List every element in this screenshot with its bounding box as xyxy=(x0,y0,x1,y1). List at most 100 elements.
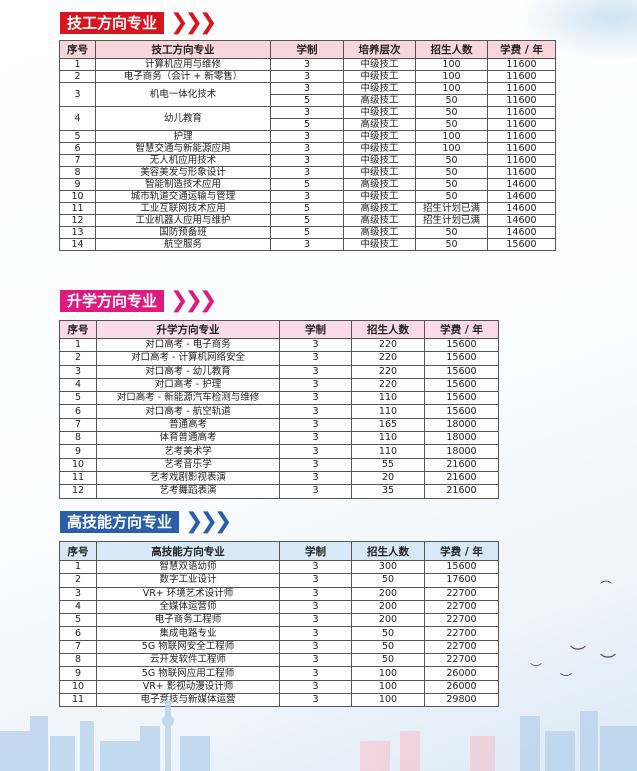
duration: 3 xyxy=(279,470,352,486)
enrollment-count: 50 xyxy=(415,154,488,167)
enrollment-count: 100 xyxy=(351,692,425,708)
enrollment-count: 100 xyxy=(351,666,425,681)
row-number: 9 xyxy=(59,178,96,191)
table-row: 2 数字工业设计 3 50 17600 xyxy=(59,573,499,588)
duration: 3 xyxy=(279,444,352,459)
row-number: 5 xyxy=(59,613,97,628)
annual-tuition: 15600 xyxy=(424,559,499,575)
enrollment-count: 100 xyxy=(415,82,488,95)
enrollment-count: 50 xyxy=(415,94,488,107)
chevrons-icon: ❯❯❯ xyxy=(170,10,217,35)
bird-icon: ︶ xyxy=(600,652,617,671)
duration: 3 xyxy=(270,106,344,119)
duration: 5 xyxy=(270,202,344,215)
training-level: 高级技工 xyxy=(343,178,416,191)
table-row: 9 智能制造技术应用 5 高级技工 50 14600 xyxy=(59,178,556,191)
table-row: 4 幼儿教育 3 中级技工 50 11600 xyxy=(59,106,556,131)
enrollment-count: 220 xyxy=(351,351,425,366)
header-row: 序号 升学方向专业 学制 招生人数 学费 / 年 xyxy=(59,320,499,339)
row-number: 6 xyxy=(59,404,97,419)
duration: 3 xyxy=(270,130,344,143)
duration: 3 xyxy=(279,653,352,668)
column-header: 序号 xyxy=(59,40,96,59)
enrollment-count: 50 xyxy=(415,226,488,239)
table-row: 2 电子商务（会计 + 新零售） 3 中级技工 100 11600 xyxy=(59,70,556,83)
row-number: 1 xyxy=(59,559,97,575)
table-row: 5 电子商务工程师 3 200 22700 xyxy=(59,613,499,628)
enrollment-count: 50 xyxy=(415,166,488,179)
major-name: 全媒体运营师 xyxy=(96,599,280,615)
training-level: 中级技工 xyxy=(343,130,416,143)
annual-tuition: 11600 xyxy=(487,106,556,119)
column-header: 学费 / 年 xyxy=(487,40,556,59)
major-name: 幼儿教育 xyxy=(95,106,271,131)
table-row: 2 对口高考 - 计算机网络安全 3 220 15600 xyxy=(59,351,499,366)
table-row: 10 艺考音乐学 3 55 21600 xyxy=(59,457,499,472)
major-name: 智能制造技术应用 xyxy=(95,178,271,191)
training-level: 中级技工 xyxy=(343,166,416,179)
duration: 3 xyxy=(279,457,352,472)
header-row: 序号 高技能方向专业 学制 招生人数 学费 / 年 xyxy=(59,541,499,561)
row-number: 2 xyxy=(59,70,96,83)
row-number: 3 xyxy=(59,586,97,601)
annual-tuition: 15600 xyxy=(424,391,499,406)
table-row: 6 对口高考 - 航空轨道 3 110 15600 xyxy=(59,404,499,419)
column-header: 学制 xyxy=(279,541,352,561)
major-name: 对口高考 - 护理 xyxy=(96,377,280,393)
major-name: 对口高考 - 新能源汽车检测与维修 xyxy=(96,391,280,406)
major-name: 数字工业设计 xyxy=(96,573,280,588)
duration: 3 xyxy=(279,431,352,446)
enrollment-count: 300 xyxy=(351,559,425,575)
duration: 3 xyxy=(270,238,344,251)
enrollment-count: 100 xyxy=(415,130,488,143)
enrollment-count: 35 xyxy=(351,484,425,499)
annual-tuition: 18000 xyxy=(424,431,499,446)
duration: 3 xyxy=(279,351,352,366)
major-name: 机电一体化技术 xyxy=(95,82,271,107)
major-name: 集成电路专业 xyxy=(96,626,280,641)
enrollment-count: 55 xyxy=(351,457,425,472)
enrollment-count: 100 xyxy=(415,142,488,155)
bird-icon: ︶ xyxy=(570,644,587,663)
duration: 3 xyxy=(279,377,352,393)
table-row: 5 对口高考 - 新能源汽车检测与维修 3 110 15600 xyxy=(59,391,499,406)
column-header: 序号 xyxy=(59,320,97,339)
section-heading-high-skill: 高技能方向专业 ❯❯❯ xyxy=(60,511,232,533)
row-number: 14 xyxy=(59,238,96,251)
training-level: 中级技工 xyxy=(343,238,416,251)
bird-icon: ︶ xyxy=(530,662,543,676)
chevrons-icon: ❯❯❯ xyxy=(170,288,217,313)
table-row: 4 对口高考 - 护理 3 220 15600 xyxy=(59,377,499,393)
enrollment-count: 110 xyxy=(351,444,425,459)
section-title: 升学方向专业 xyxy=(60,290,165,312)
duration: 3 xyxy=(279,639,352,655)
annual-tuition: 11600 xyxy=(487,166,556,179)
enrollment-count: 110 xyxy=(351,431,425,446)
duration: 3 xyxy=(279,613,352,628)
row-number: 9 xyxy=(59,444,97,459)
section-heading-academic: 升学方向专业 ❯❯❯ xyxy=(60,288,217,313)
row-number: 3 xyxy=(59,364,97,379)
row-number: 7 xyxy=(59,154,96,167)
enrollment-count: 220 xyxy=(351,337,425,353)
bird-icon: ⌒ xyxy=(600,580,613,594)
duration: 3 xyxy=(270,82,344,95)
table-row: 5 高级技工 50 11600 xyxy=(60,118,556,131)
duration: 3 xyxy=(279,599,352,615)
column-header: 招生人数 xyxy=(415,40,488,59)
row-number: 10 xyxy=(59,190,96,203)
row-number: 7 xyxy=(59,639,97,655)
table-row: 3 机电一体化技术 3 中级技工 100 11600 xyxy=(59,82,556,107)
annual-tuition: 11600 xyxy=(487,82,556,95)
major-name: 计算机应用与维修 xyxy=(95,58,271,71)
table-row: 3 VR+ 环境艺术设计师 3 200 22700 xyxy=(59,586,499,601)
row-number: 8 xyxy=(59,653,97,668)
row-number: 2 xyxy=(59,573,97,588)
major-name: 普通高考 xyxy=(96,417,280,433)
table-row: 11 艺考戏剧影视表演 3 20 21600 xyxy=(59,470,499,486)
training-level: 中级技工 xyxy=(343,70,416,83)
training-level: 高级技工 xyxy=(343,202,416,215)
table-row: 7 5G 物联网安全工程师 3 50 22700 xyxy=(59,639,499,655)
enrollment-count: 50 xyxy=(415,106,488,119)
duration: 3 xyxy=(279,337,352,353)
